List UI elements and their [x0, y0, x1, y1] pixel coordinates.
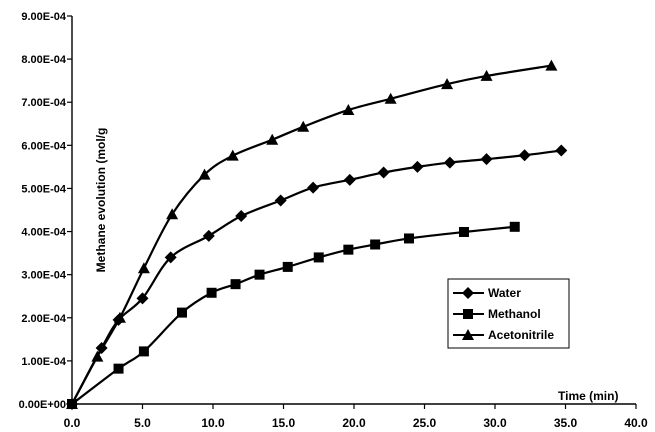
data-point-water [235, 210, 248, 223]
series-methanol [67, 221, 520, 409]
data-point-water [164, 251, 177, 264]
x-tick-label: 15.0 [272, 416, 296, 430]
data-point-water [443, 156, 456, 169]
legend-marker-acetonitrile [462, 329, 474, 340]
data-point-methanol [206, 287, 217, 298]
y-tick-label: 2.00E-04 [21, 313, 67, 325]
data-point-water [377, 166, 390, 179]
data-point-acetonitrile [441, 78, 454, 90]
data-point-acetonitrile [166, 208, 179, 220]
y-tick-label: 3.00E-04 [21, 270, 67, 282]
x-tick-label: 20.0 [342, 416, 366, 430]
y-tick-label: 7.00E-04 [21, 97, 67, 109]
data-point-acetonitrile [91, 350, 104, 362]
data-point-acetonitrile [545, 59, 558, 71]
data-point-water [274, 194, 287, 207]
y-tick-label: 9.00E-04 [21, 11, 67, 23]
data-point-methanol [138, 346, 149, 357]
data-point-acetonitrile [480, 69, 493, 81]
data-point-water [343, 173, 356, 186]
data-point-acetonitrile [137, 262, 150, 274]
data-point-methanol [509, 221, 520, 232]
y-tick-label: 5.00E-04 [21, 183, 67, 195]
data-point-water [307, 181, 320, 194]
data-point-acetonitrile [342, 103, 355, 115]
x-tick-label: 25.0 [413, 416, 437, 430]
series-water [66, 144, 568, 410]
legend-label-acetonitrile: Acetonitrile [488, 328, 554, 342]
y-axis-title: Methane evolution (mol/g [94, 128, 108, 273]
x-tick-label: 35.0 [554, 416, 578, 430]
data-point-methanol [230, 279, 241, 290]
data-point-methanol [282, 261, 293, 272]
legend-item-water: Water [453, 286, 521, 300]
y-tick-label: 6.00E-04 [21, 140, 67, 152]
series-line-water [71, 149, 562, 405]
x-tick-group: 0.0 5.0 10.0 15.0 20.0 25.0 30.0 35.0 40.0 [64, 404, 648, 430]
data-point-methanol [176, 307, 187, 318]
legend-marker-water [462, 287, 474, 299]
y-tick-label: 4.00E-04 [21, 227, 67, 239]
data-point-acetonitrile [198, 168, 211, 180]
legend-label-water: Water [488, 286, 521, 300]
data-point-acetonitrile [384, 92, 397, 104]
data-point-acetonitrile [113, 311, 126, 323]
data-point-water [136, 292, 149, 305]
y-tick-label: 8.00E-04 [21, 54, 67, 66]
data-point-acetonitrile [226, 149, 239, 161]
y-tick-label: 0.00E+00 [19, 399, 66, 411]
data-point-methanol [113, 363, 124, 374]
legend-label-methanol: Methanol [488, 307, 541, 321]
legend-item-acetonitrile: Acetonitrile [453, 328, 554, 342]
x-tick-label: 30.0 [483, 416, 507, 430]
data-point-acetonitrile [66, 398, 78, 409]
legend-item-methanol: Methanol [453, 307, 541, 321]
x-tick-label: 10.0 [201, 416, 225, 430]
x-tick-label: 5.0 [134, 416, 151, 430]
data-point-water [555, 144, 568, 157]
plot-area [66, 59, 568, 410]
x-tick-label: 40.0 [624, 416, 648, 430]
data-point-water [202, 229, 215, 242]
x-axis-title: Time (min) [558, 389, 618, 403]
data-point-water [411, 160, 424, 173]
data-point-methanol [254, 269, 265, 280]
data-point-methanol [370, 239, 381, 250]
data-point-methanol [458, 226, 469, 237]
data-point-acetonitrile [266, 133, 279, 145]
data-point-acetonitrile [297, 120, 310, 132]
x-tick-label: 0.0 [64, 416, 81, 430]
data-point-water [480, 153, 493, 166]
legend-marker-methanol [463, 309, 473, 319]
data-point-methanol [343, 244, 354, 255]
series-acetonitrile [66, 59, 558, 409]
data-point-water [518, 149, 531, 162]
legend: Water Methanol Acetonitrile [447, 278, 570, 349]
data-point-methanol [313, 252, 324, 263]
data-point-methanol [403, 233, 414, 244]
y-tick-group: 0.00E+00 1.00E-04 2.00E-04 3.00E-04 4.00E-04… [19, 11, 72, 411]
y-tick-label: 1.00E-04 [21, 356, 67, 368]
